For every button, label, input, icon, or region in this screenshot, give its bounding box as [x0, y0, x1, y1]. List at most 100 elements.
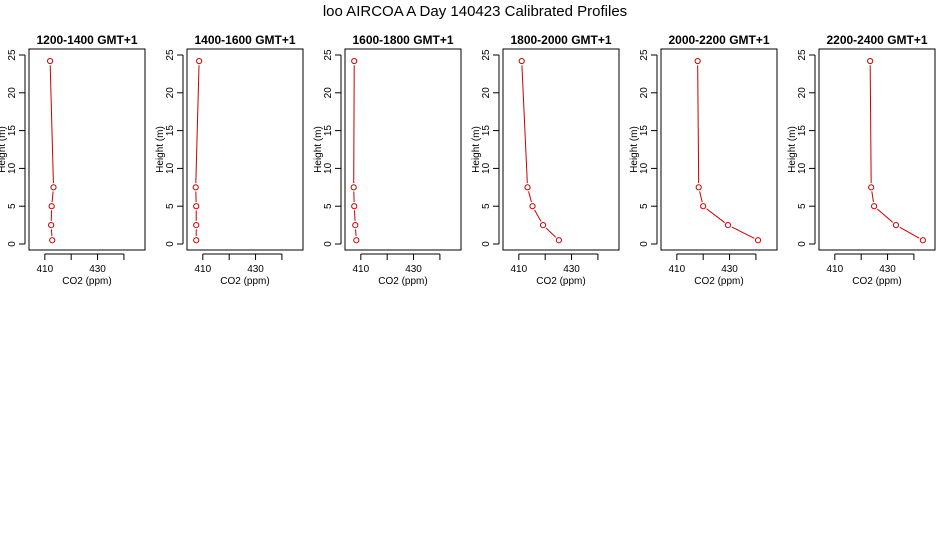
data-point — [193, 237, 200, 244]
series-segment — [869, 65, 872, 184]
panel-title: 1800-2000 GMT+1 — [510, 33, 611, 47]
data-point — [868, 184, 875, 191]
plot-frame — [660, 48, 778, 251]
plot-frame — [28, 48, 146, 251]
x-tick-label: 410 — [36, 264, 53, 275]
data-point — [351, 203, 358, 210]
data-point — [192, 184, 199, 191]
series-segment — [534, 209, 542, 222]
x-tick-label: 410 — [194, 264, 211, 275]
y-tick-label: 5 — [165, 203, 176, 209]
series-segment — [899, 226, 920, 239]
y-tick-label: 20 — [323, 87, 334, 99]
panel-title: 1600-1800 GMT+1 — [352, 33, 453, 47]
y-tick-label: 0 — [639, 241, 650, 247]
y-tick-label: 20 — [639, 87, 650, 99]
y-tick-label: 15 — [639, 125, 650, 137]
y-tick-label: 20 — [165, 87, 176, 99]
y-tick-label: 0 — [481, 241, 492, 247]
series-segment — [699, 191, 703, 203]
y-axis-label: Height (m) — [787, 126, 798, 173]
x-axis-label: CO2 (ppm) — [852, 276, 901, 287]
x-tick-label: 430 — [879, 264, 896, 275]
y-tick-label: 20 — [481, 87, 492, 99]
series-segment — [528, 191, 532, 203]
y-tick-label: 0 — [323, 241, 334, 247]
y-tick-label: 15 — [323, 125, 334, 137]
series-segment — [353, 210, 356, 221]
plot-frame — [502, 48, 620, 251]
x-tick-label: 430 — [563, 264, 580, 275]
series-segment — [731, 226, 755, 239]
data-point — [539, 222, 547, 229]
data-point — [46, 57, 54, 65]
y-tick-label: 20 — [797, 87, 808, 99]
y-tick-label: 25 — [639, 49, 650, 61]
data-point — [694, 57, 701, 65]
panel-title: 1400-1600 GMT+1 — [194, 33, 295, 47]
data-point — [50, 184, 57, 191]
data-point — [351, 57, 358, 65]
y-tick-label: 20 — [7, 87, 18, 99]
x-tick-label: 410 — [826, 264, 843, 275]
y-axis-label: Height (m) — [629, 126, 640, 173]
y-tick-label: 25 — [323, 49, 334, 61]
series-segment — [545, 227, 557, 238]
data-point — [48, 203, 55, 210]
data-point — [555, 237, 562, 244]
x-tick-label: 430 — [721, 264, 738, 275]
data-point — [867, 57, 874, 65]
x-tick-label: 410 — [668, 264, 685, 275]
x-axis-label: CO2 (ppm) — [694, 276, 743, 287]
data-point — [352, 222, 359, 229]
series-segment — [706, 208, 725, 223]
y-tick-label: 5 — [639, 203, 650, 209]
x-axis-label: CO2 (ppm) — [536, 276, 585, 287]
x-tick-label: 430 — [89, 264, 106, 275]
y-tick-label: 0 — [797, 241, 808, 247]
y-tick-label: 10 — [797, 162, 808, 174]
series-segment — [871, 191, 874, 203]
y-tick-label: 15 — [7, 125, 18, 137]
figure-title: loo AIRCOA A Day 140423 Calibrated Profi… — [323, 3, 627, 20]
y-tick-label: 25 — [797, 49, 808, 61]
x-tick-label: 410 — [510, 264, 527, 275]
y-tick-label: 5 — [7, 203, 18, 209]
data-point — [48, 222, 55, 229]
data-point — [754, 237, 762, 244]
data-point — [518, 57, 525, 65]
data-point — [49, 237, 56, 244]
series-segment — [49, 65, 54, 184]
data-point — [695, 184, 702, 191]
y-tick-label: 5 — [481, 203, 492, 209]
data-point — [193, 203, 200, 210]
data-point — [871, 203, 878, 210]
panel-title: 1200-1400 GMT+1 — [36, 33, 137, 47]
y-axis-label: Height (m) — [313, 126, 324, 173]
y-tick-label: 5 — [323, 203, 334, 209]
panel-title: 2000-2200 GMT+1 — [668, 33, 769, 47]
x-axis-label: CO2 (ppm) — [62, 276, 111, 287]
series-segment — [876, 208, 894, 223]
data-point — [919, 237, 926, 244]
y-tick-label: 15 — [165, 125, 176, 137]
data-point — [193, 222, 200, 229]
y-tick-label: 0 — [165, 241, 176, 247]
plot-frame — [186, 48, 304, 251]
y-tick-label: 10 — [639, 162, 650, 174]
series-segment — [51, 191, 54, 203]
y-tick-label: 10 — [481, 162, 492, 174]
y-tick-label: 10 — [323, 162, 334, 174]
y-tick-label: 25 — [481, 49, 492, 61]
series-segment — [521, 65, 528, 184]
data-point — [196, 57, 203, 65]
data-point — [724, 222, 732, 229]
